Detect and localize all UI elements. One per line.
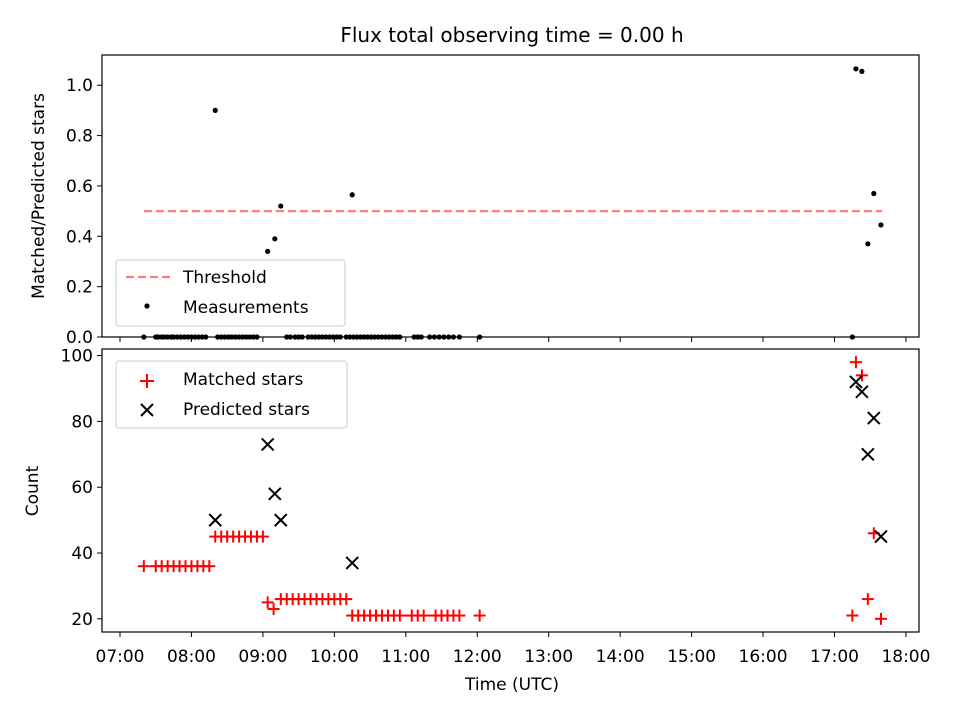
matched-star-point	[267, 602, 280, 615]
legend-matched-swatch	[140, 374, 154, 388]
measurement-point	[853, 66, 859, 72]
bottom-y-tick-label: 60	[71, 478, 93, 498]
bottom-axes-frame	[101, 348, 920, 633]
top-y-tick-label: 1.0	[66, 76, 93, 96]
top-y-axis-label: Matched/Predicted stars	[29, 93, 49, 299]
matched-star-point	[256, 530, 269, 543]
top-axes-frame	[101, 54, 920, 338]
matched-star-point	[846, 609, 859, 622]
matched-star-point	[203, 560, 216, 573]
x-tick-label: 11:00	[381, 647, 430, 667]
legend-predicted-label: Predicted stars	[183, 400, 310, 420]
x-tick-label: 17:00	[810, 647, 859, 667]
matched-star-point	[340, 593, 353, 606]
predicted-star-point	[260, 437, 275, 452]
predicted-star-point	[855, 385, 869, 399]
matched-star-point	[861, 593, 874, 606]
x-tick-label: 10:00	[310, 647, 359, 667]
measurement-point	[278, 203, 284, 209]
x-tick-label: 14:00	[596, 647, 645, 667]
top-y-tick-label: 0.2	[66, 278, 93, 298]
predicted-star-point	[268, 487, 282, 501]
predicted-star-point	[208, 513, 222, 527]
bottom-y-tick-label: 80	[71, 412, 93, 432]
matched-star-point	[473, 609, 486, 622]
legend-matched-label: Matched stars	[183, 370, 303, 390]
bottom-y-tick-label: 40	[71, 544, 93, 564]
predicted-star-point	[874, 529, 888, 544]
x-tick-label: 18:00	[881, 647, 930, 667]
top-y-tick-label: 0.6	[66, 177, 93, 197]
x-tick-label: 15:00	[667, 647, 716, 667]
bottom-legend: Matched stars Predicted stars	[115, 360, 348, 429]
matched-star-point	[453, 609, 466, 622]
measurement-point	[865, 241, 871, 247]
legend-predicted-swatch	[140, 403, 154, 417]
top-legend-box	[115, 259, 346, 327]
legend-threshold-label: Threshold	[182, 268, 267, 288]
matched-star-point	[849, 356, 862, 369]
measurement-point	[859, 68, 865, 74]
predicted-star-point	[345, 556, 359, 570]
top-y-tick-label: 0.4	[66, 227, 93, 247]
matched-star-point	[393, 609, 406, 622]
top-y-tick-label: 0.8	[66, 127, 93, 147]
bottom-y-axis-label: Count	[23, 465, 43, 516]
predicted-star-point	[274, 513, 288, 527]
bottom-y-tick-label: 20	[71, 610, 93, 630]
measurement-point	[212, 107, 218, 113]
measurement-point	[878, 222, 884, 228]
x-tick-label: 08:00	[167, 647, 216, 667]
predicted-star-point	[849, 375, 863, 389]
bottom-legend-box	[115, 360, 348, 429]
legend-measurements-swatch	[144, 303, 150, 309]
matched-star-point	[261, 596, 274, 609]
x-tick-label: 12:00	[453, 647, 502, 667]
matched-star-point	[874, 612, 887, 625]
bottom-y-tick-label: 100	[61, 347, 93, 367]
x-axis-label: Time (UTC)	[464, 675, 559, 695]
measurement-point	[272, 236, 278, 242]
matched-star-point	[417, 609, 430, 622]
bottom-plot-area: 20 40 60 80 100 07:00 08:00 09:00 10:00 11:00 12:0…	[61, 347, 931, 667]
measurement-point	[871, 190, 877, 197]
measurement-point	[265, 248, 271, 254]
matched-star-point	[855, 369, 868, 382]
x-tick-label: 13:00	[524, 647, 573, 667]
legend-measurements-label: Measurements	[183, 298, 309, 318]
top-y-tick-label: 0.0	[66, 328, 93, 348]
x-tick-label: 07:00	[96, 647, 145, 667]
x-tick-label: 16:00	[739, 647, 788, 667]
measurement-point	[349, 192, 355, 198]
matched-star-point	[137, 560, 150, 573]
top-legend: Threshold Measurements	[115, 259, 346, 327]
predicted-star-point	[861, 447, 875, 462]
x-tick-label: 09:00	[238, 647, 287, 667]
predicted-star-point	[867, 411, 881, 425]
chart-title: Flux total observing time = 0.00 h	[340, 23, 683, 47]
